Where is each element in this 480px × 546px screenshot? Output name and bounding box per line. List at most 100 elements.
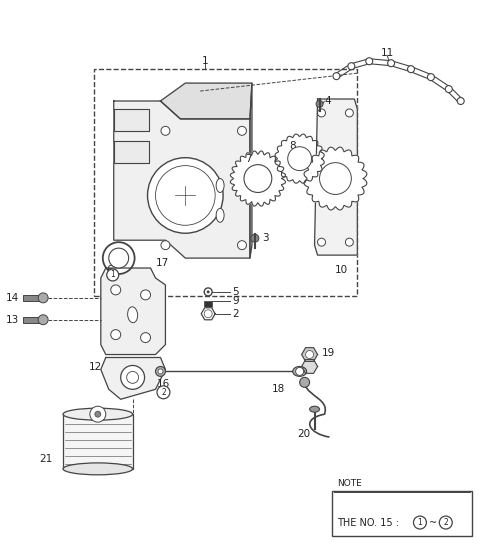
Circle shape — [109, 248, 129, 268]
Polygon shape — [301, 360, 318, 373]
Circle shape — [107, 269, 119, 281]
Circle shape — [204, 288, 212, 296]
Ellipse shape — [63, 463, 132, 475]
Bar — [63, 414, 132, 469]
Polygon shape — [314, 99, 357, 255]
Ellipse shape — [216, 179, 224, 193]
Ellipse shape — [310, 406, 320, 412]
Bar — [23, 295, 43, 301]
Polygon shape — [114, 101, 250, 258]
Polygon shape — [160, 83, 252, 119]
Text: ~: ~ — [429, 518, 437, 527]
Text: 19: 19 — [322, 348, 335, 358]
Circle shape — [333, 73, 340, 80]
Text: 14: 14 — [5, 293, 19, 303]
Circle shape — [445, 86, 452, 93]
Text: THE NO. 15 :: THE NO. 15 : — [337, 518, 403, 527]
Circle shape — [238, 241, 246, 250]
Circle shape — [38, 293, 48, 303]
Text: 1: 1 — [110, 270, 115, 280]
Circle shape — [103, 242, 134, 274]
Circle shape — [427, 74, 434, 81]
Circle shape — [127, 371, 139, 383]
Circle shape — [141, 333, 151, 342]
Circle shape — [348, 63, 355, 70]
Circle shape — [156, 366, 166, 376]
Circle shape — [318, 238, 325, 246]
Text: 2: 2 — [232, 308, 239, 319]
Text: 11: 11 — [381, 48, 394, 58]
Circle shape — [296, 367, 304, 376]
Circle shape — [346, 238, 353, 246]
Circle shape — [157, 386, 170, 399]
Bar — [94, 69, 357, 296]
Circle shape — [111, 285, 120, 295]
Text: 8: 8 — [290, 141, 296, 151]
Text: 12: 12 — [89, 363, 102, 372]
Circle shape — [413, 516, 426, 529]
Text: 7: 7 — [245, 153, 251, 164]
Circle shape — [408, 66, 415, 73]
Text: 16: 16 — [157, 379, 170, 389]
Circle shape — [244, 165, 272, 193]
Polygon shape — [304, 147, 367, 210]
Text: NOTE: NOTE — [337, 479, 362, 488]
Text: 4: 4 — [324, 96, 331, 106]
Circle shape — [111, 330, 120, 340]
Text: 20: 20 — [298, 429, 311, 439]
Text: 3: 3 — [262, 233, 268, 243]
Text: 18: 18 — [272, 384, 285, 394]
Ellipse shape — [293, 366, 307, 376]
Circle shape — [238, 126, 246, 135]
Polygon shape — [301, 348, 318, 361]
Polygon shape — [275, 134, 324, 183]
Text: 6: 6 — [106, 265, 112, 275]
Circle shape — [120, 365, 144, 389]
Polygon shape — [101, 268, 166, 354]
Text: 2: 2 — [444, 518, 448, 527]
Circle shape — [316, 100, 323, 108]
Circle shape — [161, 126, 170, 135]
Circle shape — [38, 314, 48, 325]
Circle shape — [204, 310, 212, 318]
Circle shape — [306, 351, 313, 359]
Circle shape — [346, 109, 353, 117]
Circle shape — [388, 60, 395, 67]
Polygon shape — [250, 83, 252, 258]
Polygon shape — [101, 358, 166, 399]
Circle shape — [366, 58, 373, 65]
Ellipse shape — [216, 209, 224, 222]
Circle shape — [288, 147, 312, 170]
Polygon shape — [114, 141, 148, 163]
Circle shape — [161, 241, 170, 250]
Polygon shape — [114, 109, 148, 131]
Text: 1: 1 — [202, 56, 208, 66]
Text: 5: 5 — [232, 287, 239, 297]
Circle shape — [95, 411, 101, 417]
Bar — [204, 301, 212, 311]
Circle shape — [318, 109, 325, 117]
Circle shape — [457, 98, 464, 104]
Text: 10: 10 — [335, 265, 348, 275]
Circle shape — [320, 163, 351, 194]
Circle shape — [207, 290, 210, 293]
Bar — [23, 317, 43, 323]
Circle shape — [158, 369, 163, 374]
Text: 2: 2 — [161, 388, 166, 397]
Text: 21: 21 — [39, 454, 52, 464]
Polygon shape — [201, 308, 215, 320]
Circle shape — [300, 377, 310, 387]
Circle shape — [147, 158, 223, 233]
Ellipse shape — [128, 307, 138, 323]
Circle shape — [439, 516, 452, 529]
Circle shape — [141, 290, 151, 300]
Circle shape — [251, 234, 259, 242]
Text: 1: 1 — [418, 518, 422, 527]
Bar — [333, 491, 472, 537]
Circle shape — [90, 406, 106, 422]
Text: 9: 9 — [232, 296, 239, 306]
Text: 17: 17 — [156, 258, 169, 268]
Polygon shape — [230, 151, 286, 206]
Ellipse shape — [63, 408, 132, 420]
Text: 13: 13 — [5, 314, 19, 325]
